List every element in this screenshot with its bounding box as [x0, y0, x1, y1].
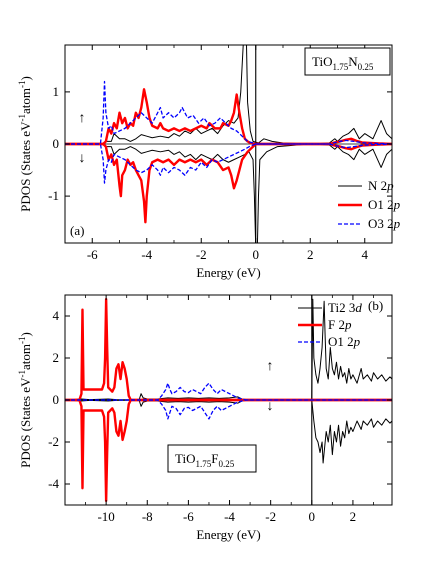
series-line-o1-2p-spin-up [65, 382, 392, 401]
legend-label: F 2p [328, 317, 352, 332]
compound-box [304, 47, 391, 76]
y-tick-label: 0 [53, 136, 60, 151]
x-tick-label: -6 [87, 247, 98, 262]
legend-label: O1 2p [328, 334, 361, 349]
panel-label: (a) [70, 223, 84, 238]
x-tick-label: -2 [196, 247, 207, 262]
x-axis-label: Energy (eV) [196, 265, 260, 280]
x-axis-label: Energy (eV) [196, 527, 260, 542]
series-group [65, 298, 392, 502]
series-line-o3-2p-spin-down [65, 143, 392, 184]
y-tick-label: 0 [53, 392, 60, 407]
y-tick-label: 2 [53, 350, 60, 365]
legend-label: Ti2 3d [328, 300, 362, 315]
series-line-o3-2p-spin-up [65, 80, 392, 145]
x-tick-label: 2 [307, 247, 314, 262]
y-tick-label: -4 [48, 476, 59, 491]
x-tick-label: 0 [309, 509, 316, 524]
chart-panel-b: -10 -8 -6 -4 -2 0 2 -4 -2 0 2 4 Energy (eV) PDOS (Sta… [17, 294, 393, 542]
y-tick-label: -2 [48, 434, 59, 449]
compound-box [167, 444, 257, 473]
x-tick-label: -4 [141, 247, 152, 262]
series-line-f-2p-spin-up [65, 298, 392, 402]
y-tick-label: 4 [53, 308, 60, 323]
compound-label: TiO1.75N0.25 [312, 54, 374, 72]
x-tick-label: -10 [97, 509, 114, 524]
x-tick-label: -6 [183, 509, 194, 524]
legend-label: O1 2p [368, 197, 401, 212]
series-line-o1-2p-spin-down [65, 399, 392, 420]
y-tick-label: 1 [53, 84, 60, 99]
y-axis-label: PDOS (States eV-1atom-1) [17, 76, 33, 212]
spin-up-arrow-icon: ↑ [79, 111, 86, 126]
panel-label: (b) [368, 298, 383, 313]
series-line-f-2p-spin-down [65, 398, 392, 502]
x-tick-label: -4 [224, 509, 235, 524]
compound-label: TiO1.75F0.25 [175, 451, 235, 469]
spin-down-arrow-icon: ↓ [267, 399, 274, 414]
series-line-n-2p-spin-down [65, 143, 392, 243]
legend-label: O3 2p [368, 216, 401, 231]
y-tick-label: -1 [48, 188, 59, 203]
x-tick-label: 2 [350, 509, 357, 524]
x-tick-label: -8 [142, 509, 153, 524]
y-axis-label: PDOS (States eV-1atom-1) [17, 332, 33, 468]
chart-panel-a: -6 -4 -2 0 2 4 -1 0 1 Energy (eV) PDOS (States eV-… [17, 44, 401, 280]
series-group [65, 45, 392, 243]
x-tick-label: -2 [265, 509, 276, 524]
spin-up-arrow-icon: ↑ [267, 359, 274, 374]
x-tick-label: 4 [362, 247, 369, 262]
legend-label: N 2p [368, 178, 394, 193]
spin-down-arrow-icon: ↓ [79, 151, 86, 166]
x-tick-label: 0 [253, 247, 260, 262]
